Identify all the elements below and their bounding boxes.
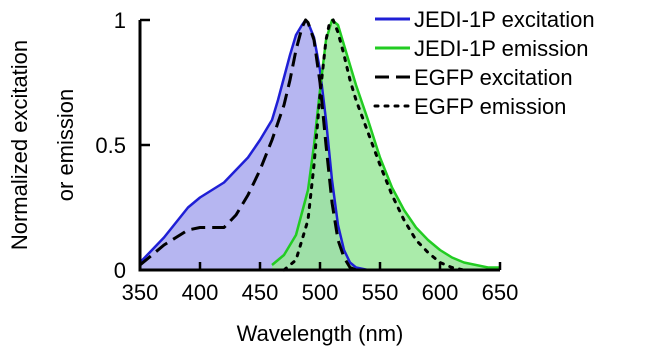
y-axis-title-line-2: or emission xyxy=(53,89,78,201)
egfp-emission-line xyxy=(282,18,466,272)
legend-label-egfp-emission: EGFP emission xyxy=(414,94,566,119)
x-axis-title: Wavelength (nm) xyxy=(237,321,404,346)
legend-label-jedi-1p-emission: JEDI-1P emission xyxy=(414,36,588,61)
x-tick-label-550: 550 xyxy=(362,280,399,305)
x-tick-label-650: 650 xyxy=(482,280,519,305)
x-tick-label-600: 600 xyxy=(422,280,459,305)
y-axis-title-line-1: Normalized excitation xyxy=(7,40,32,250)
y-tick-label-2: 1 xyxy=(114,8,126,33)
series-lines xyxy=(139,18,500,272)
legend-label-jedi-1p-excitation: JEDI-1P excitation xyxy=(414,7,595,32)
legend-label-egfp-excitation: EGFP excitation xyxy=(414,65,573,90)
x-tick-label-400: 400 xyxy=(182,280,219,305)
x-tick-label-450: 450 xyxy=(242,280,279,305)
legend: JEDI-1P excitation JEDI-1P emission EGFP e… xyxy=(373,7,595,119)
axis-ticks: 350 400 450 500 550 600 650 0 0.5 1 xyxy=(95,8,518,305)
jedi-1p-emission-area xyxy=(272,20,500,270)
jedi-1p-emission-line xyxy=(271,18,500,269)
x-tick-label-350: 350 xyxy=(122,280,159,305)
x-tick-label-500: 500 xyxy=(302,280,339,305)
y-tick-label-1: 0.5 xyxy=(95,133,126,158)
y-tick-label-0: 0 xyxy=(114,258,126,283)
series-fills xyxy=(140,20,500,270)
jedi-1p-excitation-line xyxy=(139,18,369,272)
